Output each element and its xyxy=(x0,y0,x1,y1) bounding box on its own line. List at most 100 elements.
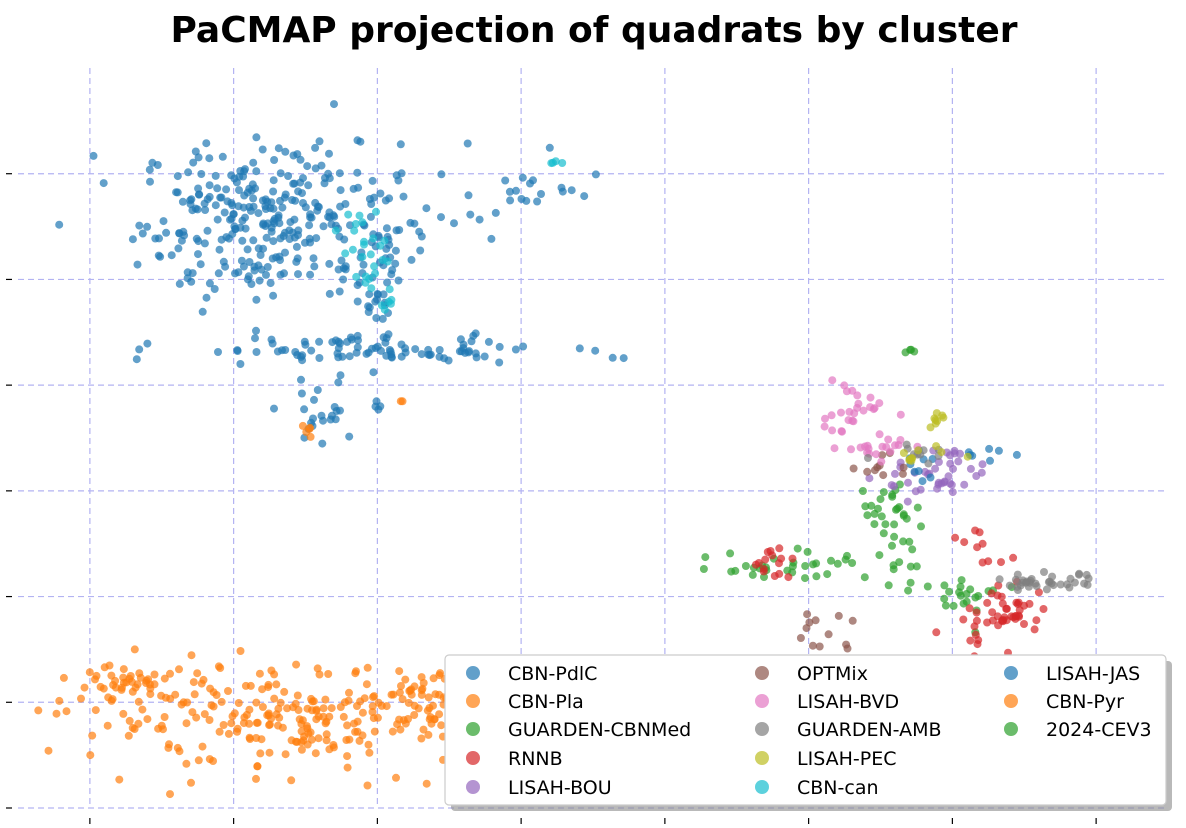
point-GUARDEN-CBNMed-69 xyxy=(917,522,925,531)
point-CBN-Pla-289 xyxy=(161,693,170,702)
point-2024-CEV3-2 xyxy=(945,587,954,596)
point-LISAH-BOU-18 xyxy=(931,464,940,473)
point-LISAH-PEC-5 xyxy=(938,411,947,420)
point-CBN-PdlC-293 xyxy=(250,266,259,275)
point-CBN-PdlC-135 xyxy=(174,244,183,253)
point-CBN-PdlC-467 xyxy=(537,190,545,198)
point-RNNB-87 xyxy=(1009,553,1018,562)
point-CBN-PdlC-136 xyxy=(200,239,209,248)
point-CBN-PdlC-244 xyxy=(138,229,147,238)
point-CBN-Pla-339 xyxy=(429,674,438,683)
point-CBN-PdlC-21 xyxy=(306,270,315,279)
point-CBN-Pla-313 xyxy=(345,735,354,744)
point-CBN-Pla-204 xyxy=(198,742,207,751)
point-RNNB-24 xyxy=(959,615,968,624)
point-LISAH-BVD-13 xyxy=(827,411,836,420)
point-CBN-PdlC-256 xyxy=(317,161,326,170)
point-CBN-Pla-98 xyxy=(325,712,334,721)
point-CBN-Pla-103 xyxy=(187,778,195,787)
point-CBN-Pla-197 xyxy=(343,721,352,730)
series-LISAH-JAS xyxy=(910,467,935,486)
point-CBN-PdlC-471 xyxy=(505,187,514,196)
point-CBN-Pla-203 xyxy=(164,743,173,752)
point-CBN-can-20 xyxy=(376,241,385,250)
point-GUARDEN-AMB-23 xyxy=(1048,572,1057,581)
point-CBN-PdlC-360 xyxy=(251,334,259,343)
point-CBN-can-5 xyxy=(358,252,367,261)
point-CBN-PdlC-460 xyxy=(591,170,600,179)
point-CBN-PdlC-345 xyxy=(608,353,617,362)
point-CBN-Pla-296 xyxy=(107,696,116,705)
point-LISAH-PEC-8 xyxy=(963,452,972,461)
point-CBN-can-30 xyxy=(387,295,396,304)
point-CBN-PdlC-235 xyxy=(310,262,319,271)
point-CBN-PdlC-282 xyxy=(422,204,431,213)
point-CBN-PdlC-386 xyxy=(334,344,343,353)
point-CBN-Pla-108 xyxy=(424,730,433,739)
point-CBN-Pla-298 xyxy=(189,678,198,687)
point-CBN-Pla-48 xyxy=(265,721,274,730)
point-CBN-PdlC-255 xyxy=(291,196,300,205)
point-CBN-PdlC-68 xyxy=(276,169,285,178)
point-CBN-Pla-166 xyxy=(350,719,358,728)
point-GUARDEN-CBNMed-67 xyxy=(875,551,884,560)
point-LISAH-BVD-34 xyxy=(884,435,893,444)
point-CBN-PdlC-262 xyxy=(263,219,272,228)
legend-marker-2024-CEV3 xyxy=(1004,722,1018,736)
legend-marker-LISAH-BOU xyxy=(466,780,480,794)
point-CBN-PdlC-82 xyxy=(146,177,154,186)
point-GUARDEN-CBNMed-51 xyxy=(727,567,736,576)
point-CBN-PdlC-389 xyxy=(132,355,141,364)
point-GUARDEN-CBNMed-39 xyxy=(827,556,835,565)
point-CBN-PdlC-95 xyxy=(368,176,377,185)
point-CBN-Pla-315 xyxy=(425,704,434,712)
point-RNNB-86 xyxy=(997,558,1005,567)
point-CBN-PdlC-294 xyxy=(227,171,236,180)
point-CBN-Pla-326 xyxy=(395,715,404,724)
point-CBN-Pla-236 xyxy=(52,709,61,718)
point-CBN-PdlC-46 xyxy=(159,217,168,226)
point-GUARDEN-CBNMed-23 xyxy=(890,520,899,529)
point-OPTMix-56 xyxy=(849,464,858,473)
point-CBN-Pla-16 xyxy=(398,695,407,704)
point-LISAH-BVD-26 xyxy=(830,444,839,453)
point-CBN-Pla-349 xyxy=(368,708,377,716)
point-CBN-PdlC-91 xyxy=(325,289,334,298)
point-CBN-Pla-232 xyxy=(246,735,254,743)
point-CBN-PdlC-65 xyxy=(153,161,162,169)
point-CBN-PdlC-19 xyxy=(220,208,229,217)
point-CBN-Pla-114 xyxy=(363,663,372,672)
point-GUARDEN-CBNMed-68 xyxy=(884,581,893,590)
point-CBN-PdlC-403 xyxy=(406,218,415,227)
point-CBN-PdlC-246 xyxy=(261,195,270,204)
point-CBN-PdlC-175 xyxy=(230,222,239,231)
point-CBN-can-9 xyxy=(358,218,367,227)
point-LISAH-BOU-17 xyxy=(904,478,912,487)
point-CBN-PdlC-306 xyxy=(252,348,261,356)
point-GUARDEN-CBNMed-17 xyxy=(858,487,867,495)
point-CBN-Pla-85 xyxy=(130,725,139,733)
point-CBN-Pla-97 xyxy=(125,716,134,725)
point-GUARDEN-CBNMed-70 xyxy=(888,541,896,550)
point-CBN-PdlC-266 xyxy=(296,155,305,164)
point-CBN-Pla-18 xyxy=(224,687,232,695)
point-CBN-Pla-226 xyxy=(253,762,262,771)
point-CBN-Pla-294 xyxy=(100,663,109,672)
point-CBN-PdlC-409 xyxy=(379,290,388,299)
point-CBN-PdlC-461 xyxy=(533,197,542,206)
point-CBN-can-19 xyxy=(369,234,378,243)
point-CBN-PdlC-160 xyxy=(249,236,258,245)
legend-label-GUARDEN-CBNMed: GUARDEN-CBNMed xyxy=(508,719,691,741)
point-CBN-Pla-230 xyxy=(230,709,239,718)
point-CBN-PdlC-381 xyxy=(619,354,628,363)
point-GUARDEN-CBNMed-42 xyxy=(803,547,812,556)
point-CBN-PdlC-362 xyxy=(397,352,406,361)
point-RNNB-83 xyxy=(777,554,786,563)
point-CBN-PdlC-105 xyxy=(269,237,278,246)
point-CBN-PdlC-449 xyxy=(309,414,317,423)
point-CBN-Pla-163 xyxy=(365,748,374,757)
point-CBN-Pla-140 xyxy=(293,691,302,700)
point-CBN-Pla-304 xyxy=(401,719,410,728)
point-CBN-Pla-260 xyxy=(119,709,128,718)
point-GUARDEN-CBNMed-55 xyxy=(726,549,735,558)
